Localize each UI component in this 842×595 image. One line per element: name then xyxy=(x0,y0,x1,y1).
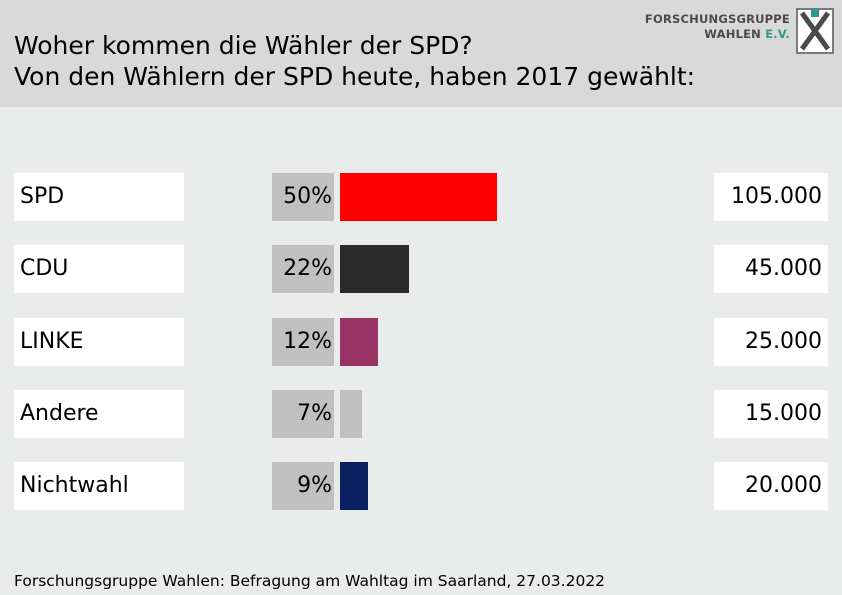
count-label: 105.000 xyxy=(731,184,822,209)
percent-box: 22% xyxy=(272,245,334,293)
source-note: Forschungsgruppe Wahlen: Befragung am Wa… xyxy=(14,572,606,590)
header: Woher kommen die Wähler der SPD? Von den… xyxy=(0,0,842,107)
bar-row-spd: SPD 50% 105.000 xyxy=(0,173,842,221)
count-box: 45.000 xyxy=(714,245,828,293)
bar-row-cdu: CDU 22% 45.000 xyxy=(0,245,842,293)
party-label: SPD xyxy=(20,184,65,209)
logo-line-1: FORSCHUNGSGRUPPE xyxy=(644,12,790,26)
party-box: SPD xyxy=(14,173,184,221)
party-box: Nichtwahl xyxy=(14,462,184,510)
percent-label: 12% xyxy=(283,329,332,354)
chart-title: Woher kommen die Wähler der SPD? Von den… xyxy=(14,30,695,92)
percent-label: 9% xyxy=(297,473,332,498)
party-label: Andere xyxy=(20,401,99,426)
count-box: 25.000 xyxy=(714,318,828,366)
title-line-1: Woher kommen die Wähler der SPD? xyxy=(14,31,473,60)
logo-line-2: WAHLEN xyxy=(704,27,766,41)
party-label: Nichtwahl xyxy=(20,473,129,498)
percent-label: 22% xyxy=(283,256,332,281)
count-box: 15.000 xyxy=(714,390,828,438)
bar-andere xyxy=(340,390,362,438)
percent-label: 50% xyxy=(283,184,332,209)
bar-nichtwahl xyxy=(340,462,368,510)
count-label: 25.000 xyxy=(745,329,822,354)
bar-row-andere: Andere 7% 15.000 xyxy=(0,390,842,438)
count-label: 15.000 xyxy=(745,401,822,426)
party-label: LINKE xyxy=(20,329,84,354)
count-label: 20.000 xyxy=(745,473,822,498)
percent-box: 12% xyxy=(272,318,334,366)
count-label: 45.000 xyxy=(745,256,822,281)
party-label: CDU xyxy=(20,256,69,281)
percent-box: 9% xyxy=(272,462,334,510)
bar-cdu xyxy=(340,245,409,293)
percent-box: 7% xyxy=(272,390,334,438)
title-line-2: Von den Wählern der SPD heute, haben 201… xyxy=(14,62,696,91)
bar-row-linke: LINKE 12% 25.000 xyxy=(0,318,842,366)
logo-x-icon xyxy=(796,8,834,54)
party-box: CDU xyxy=(14,245,184,293)
bar-linke xyxy=(340,318,378,366)
count-box: 105.000 xyxy=(714,173,828,221)
logo-text: FORSCHUNGSGRUPPE WAHLEN E.V. xyxy=(645,12,790,42)
party-box: Andere xyxy=(14,390,184,438)
logo-ev: E.V. xyxy=(765,27,790,41)
bar-spd xyxy=(340,173,497,221)
percent-box: 50% xyxy=(272,173,334,221)
percent-label: 7% xyxy=(297,401,332,426)
count-box: 20.000 xyxy=(714,462,828,510)
bar-row-nichtwahl: Nichtwahl 9% 20.000 xyxy=(0,462,842,510)
party-box: LINKE xyxy=(14,318,184,366)
